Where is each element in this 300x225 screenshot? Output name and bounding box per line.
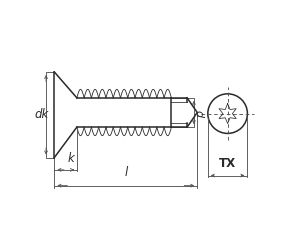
Text: d: d: [194, 110, 204, 117]
Text: dk: dk: [34, 108, 48, 121]
Text: l: l: [124, 166, 127, 179]
Text: k: k: [68, 152, 75, 165]
Text: TX: TX: [219, 157, 236, 170]
